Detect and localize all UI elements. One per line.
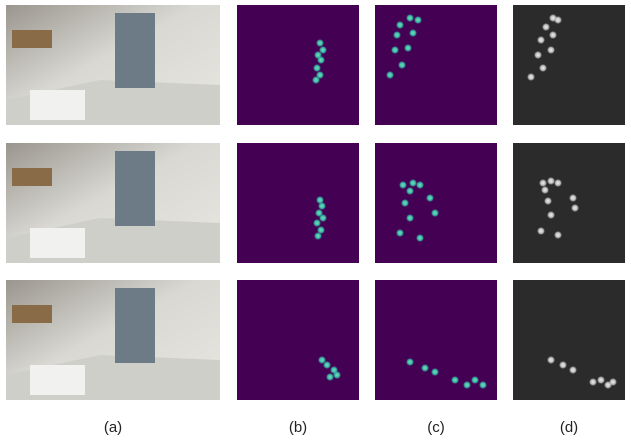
heatmap [375, 280, 497, 400]
caption: (d) [560, 419, 578, 436]
gray-point [569, 194, 577, 202]
heat-point [421, 364, 429, 372]
heat-point [404, 44, 412, 52]
gray-point [597, 376, 605, 384]
heat-point [326, 373, 334, 381]
gray-point [537, 227, 545, 235]
gray-point [559, 361, 567, 369]
heat-point [313, 64, 321, 72]
heat-point [416, 234, 424, 242]
heat-point [406, 358, 414, 366]
gray-point [541, 186, 549, 194]
heat-point [314, 232, 322, 240]
gray-point [569, 366, 577, 374]
panels [6, 5, 625, 400]
gray-point [609, 378, 617, 386]
heat-point [323, 361, 331, 369]
heatmap [237, 280, 359, 400]
gray-point [547, 211, 555, 219]
figure: (a) (b) (c) (d) [0, 0, 631, 444]
photo-table [30, 365, 85, 395]
heat-point [471, 376, 479, 384]
gray-point [554, 231, 562, 239]
heat-point [333, 371, 341, 379]
photo-door [115, 13, 155, 88]
heat-point [416, 181, 424, 189]
photo-table [30, 228, 85, 258]
heat-point [406, 14, 414, 22]
heat-point [386, 71, 394, 79]
heat-point [406, 214, 414, 222]
gray-point [547, 177, 555, 185]
gray-map [513, 5, 625, 125]
heat-point [409, 29, 417, 37]
caption: (a) [104, 419, 122, 436]
photo-door [115, 288, 155, 363]
heatmap [237, 5, 359, 125]
gray-point [537, 36, 545, 44]
gray-point [539, 64, 547, 72]
gray-point [549, 31, 557, 39]
heat-point [479, 381, 487, 389]
photo-shelf [12, 30, 52, 48]
heat-point [399, 181, 407, 189]
gray-point [544, 197, 552, 205]
heat-point [409, 179, 417, 187]
heat-point [396, 229, 404, 237]
heat-point [426, 194, 434, 202]
heat-point [451, 376, 459, 384]
heatmap [375, 143, 497, 263]
photo-shelf [12, 168, 52, 186]
heat-point [431, 209, 439, 217]
heat-point [406, 187, 414, 195]
heat-point [313, 219, 321, 227]
heat-point [398, 61, 406, 69]
heat-point [316, 39, 324, 47]
caption: (b) [289, 419, 307, 436]
heat-point [431, 368, 439, 376]
gray-map [513, 143, 625, 263]
photo-shelf [12, 305, 52, 323]
gray-point [589, 378, 597, 386]
gray-point [542, 23, 550, 31]
gray-point [554, 179, 562, 187]
heatmap [237, 143, 359, 263]
heatmap [375, 5, 497, 125]
caption: (c) [427, 419, 445, 436]
heat-point [463, 381, 471, 389]
heat-point [396, 21, 404, 29]
heat-point [312, 76, 320, 84]
heat-point [317, 56, 325, 64]
heat-point [391, 46, 399, 54]
photo-door [115, 151, 155, 226]
gray-point [547, 356, 555, 364]
gray-point [554, 16, 562, 24]
gray-point [539, 179, 547, 187]
photo-table [30, 90, 85, 120]
gray-point [547, 46, 555, 54]
gray-point [534, 51, 542, 59]
heat-point [393, 31, 401, 39]
gray-point [527, 73, 535, 81]
heat-point [414, 16, 422, 24]
heat-point [318, 202, 326, 210]
heat-point [401, 199, 409, 207]
gray-point [571, 204, 579, 212]
